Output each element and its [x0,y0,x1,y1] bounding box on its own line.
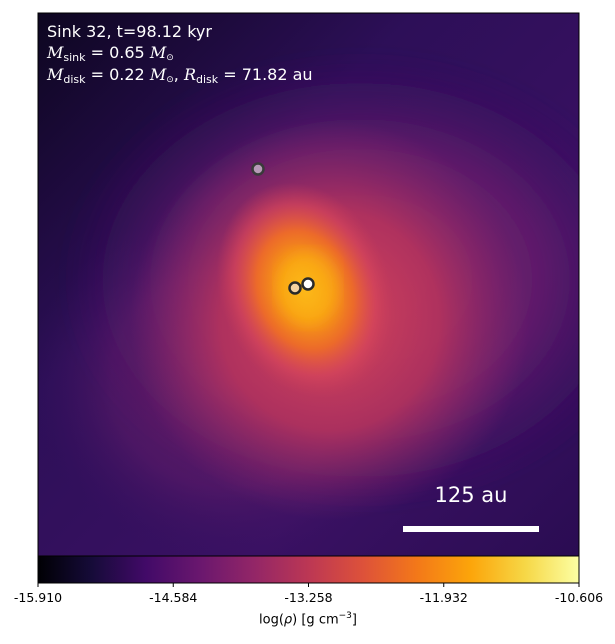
disk-props-label: Mdisk = 0.22 M⊙, Rdisk = 71.82 au [47,65,313,86]
sink-title: Sink 32, t=98.12 kyr [47,22,212,41]
colorbar-label: log(ρ) [g cm−3] [259,611,357,628]
colorbar-tick-label: -13.258 [284,590,333,605]
sink-secondary-marker [251,162,265,176]
colorbar-tick-label: -15.910 [13,590,63,605]
scale-bar-label: 125 au [434,483,508,507]
colorbar [37,555,580,584]
colorbar-ticks [37,583,580,587]
colorbar-tick-label: -14.584 [149,590,198,605]
colorbar-tick-label: -10.606 [554,590,604,605]
sink-left-marker [288,281,302,295]
colorbar-tick-label: -11.932 [419,590,468,605]
density-map [38,13,579,556]
scale-bar [403,526,539,532]
sink-mass-label: Msink = 0.65 M⊙ [47,43,174,64]
sink-32-marker [301,277,315,291]
